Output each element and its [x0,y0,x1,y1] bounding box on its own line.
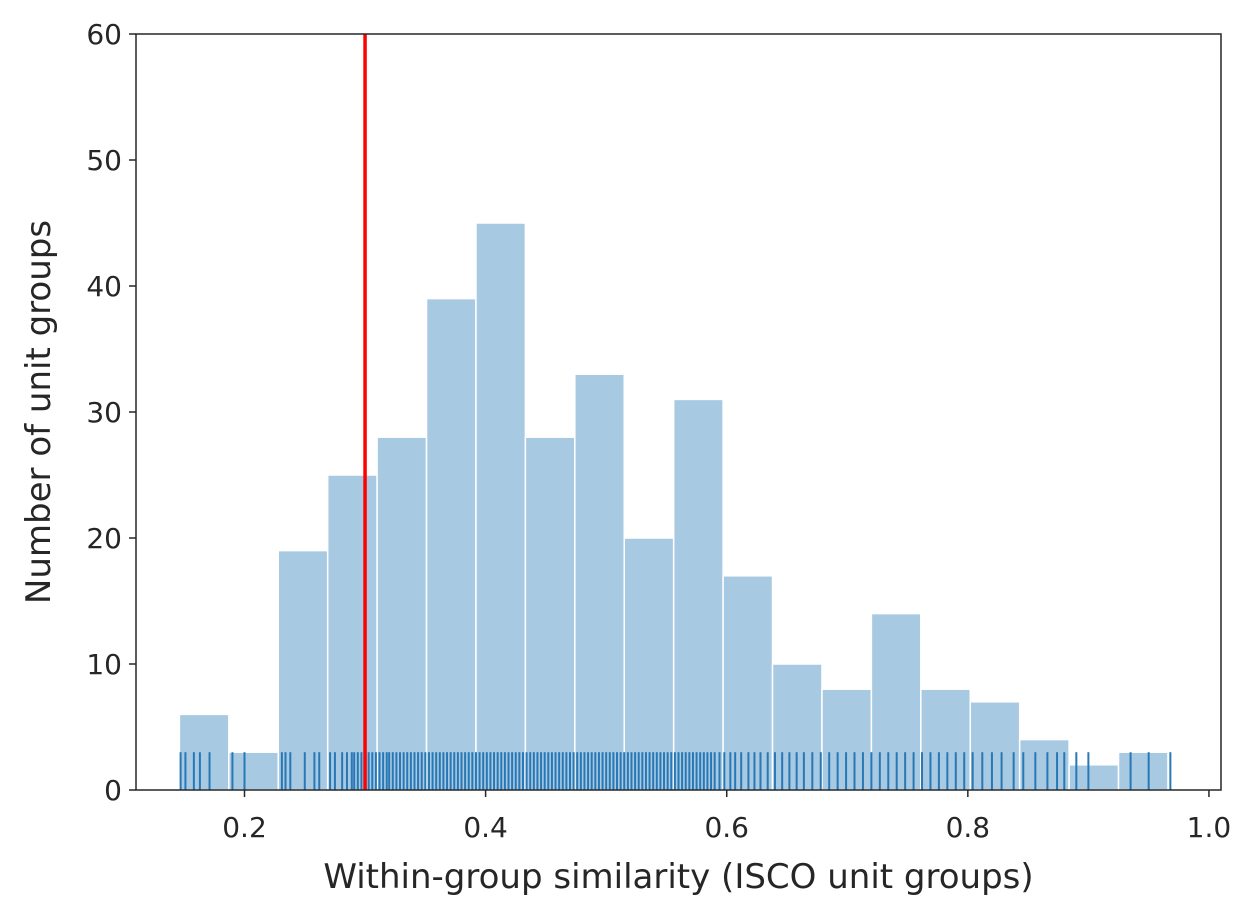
x-tick-label: 0.8 [946,811,991,844]
histogram-bar [672,398,724,791]
x-tick-label: 1.0 [1187,811,1232,844]
histogram-bar [425,297,477,791]
histogram-bar [1018,738,1070,791]
histogram-bar [228,751,280,791]
histogram-bar [722,575,774,791]
histogram-bar [969,701,1021,791]
x-tick-label: 0.4 [463,811,508,844]
y-axis-label: Number of unit groups [19,220,59,604]
x-tick-label: 0.2 [222,811,267,844]
histogram-bar [277,549,329,791]
y-tick-label: 40 [86,270,122,303]
rug-marks [179,752,1172,790]
x-axis-label: Within-group similarity (ISCO unit group… [323,857,1033,897]
y-tick-label: 0 [104,774,122,807]
y-tick-label: 20 [86,522,122,555]
x-axis-ticks: 0.2 0.4 0.6 0.8 1.0 [222,790,1231,844]
histogram-bar [178,713,230,791]
y-tick-label: 50 [86,144,122,177]
histogram-bar [376,436,428,791]
histogram-bar [574,373,625,791]
y-axis-ticks: 0 10 20 30 40 50 60 [86,18,136,807]
histogram-bar [623,537,675,791]
y-tick-label: 60 [86,18,122,51]
histogram-bar [1117,751,1169,791]
histogram-bar [475,222,527,791]
y-tick-label: 10 [86,648,122,681]
histogram-bar [524,436,576,791]
histogram-bars [178,222,1169,791]
x-tick-label: 0.6 [704,811,749,844]
y-tick-label: 30 [86,396,122,429]
histogram-bar [920,688,971,791]
histogram-bar [326,474,378,791]
